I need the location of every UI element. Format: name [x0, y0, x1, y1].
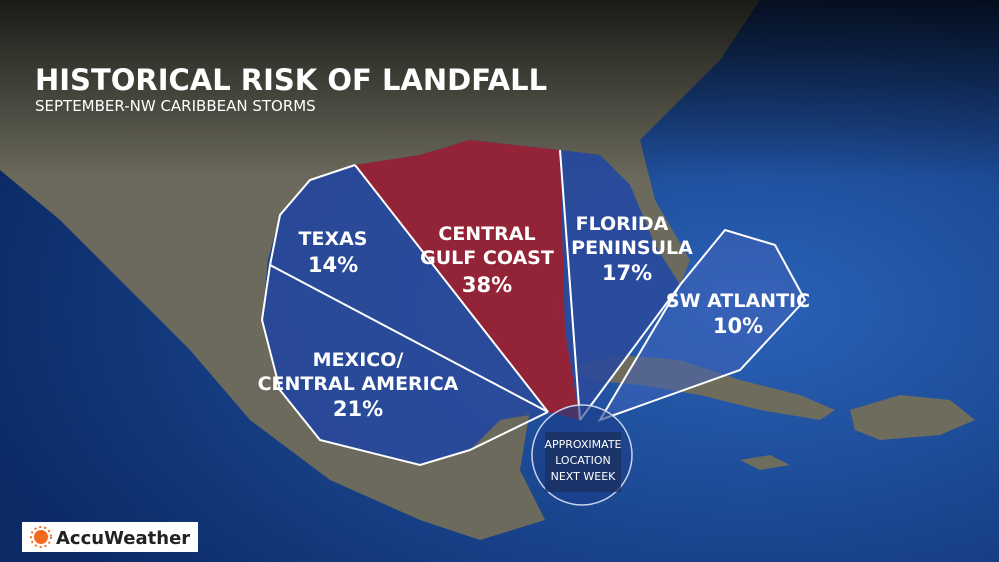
region-name: SW ATLANTIC	[666, 290, 810, 312]
logo-rays	[30, 526, 52, 548]
region-name: FLORIDA	[576, 213, 669, 235]
origin-label: NEXT WEEK	[551, 470, 617, 483]
region-risk: 17%	[602, 261, 652, 285]
origin-label: APPROXIMATE	[545, 438, 622, 451]
texas-sector	[270, 165, 548, 412]
region-name: CENTRAL AMERICA	[258, 373, 459, 395]
logo-sun	[34, 530, 48, 544]
land-jamaica	[740, 455, 790, 470]
sector-line	[579, 284, 681, 421]
logo-text: AccuWeather	[56, 528, 190, 549]
region-risk: 14%	[308, 253, 358, 277]
sector-lines	[260, 149, 681, 467]
mexico-sector	[262, 265, 548, 465]
region-risk: 21%	[333, 397, 383, 421]
subtitle: SEPTEMBER-NW CARIBBEAN STORMS	[35, 97, 316, 115]
land-hispaniola	[850, 395, 975, 440]
region-name: GULF COAST	[420, 247, 554, 269]
region-risk: 38%	[462, 273, 512, 297]
origin-label: LOCATION	[555, 454, 611, 467]
region-name: PENINSULA	[571, 237, 693, 259]
title: HISTORICAL RISK OF LANDFALL	[35, 63, 547, 97]
region-name: MEXICO/	[313, 349, 404, 371]
sector-line	[269, 264, 549, 413]
sector-outline	[260, 164, 471, 467]
sector-line	[559, 149, 581, 421]
florida-sector	[560, 150, 680, 420]
central-gulf-sector	[355, 140, 580, 420]
region-name: CENTRAL	[438, 223, 535, 245]
logo: AccuWeather	[22, 522, 198, 552]
sector-line	[469, 411, 549, 451]
origin-label-box	[545, 432, 621, 492]
region-risk: 10%	[713, 314, 763, 338]
region-name: TEXAS	[299, 228, 368, 250]
sector-line	[354, 164, 549, 413]
